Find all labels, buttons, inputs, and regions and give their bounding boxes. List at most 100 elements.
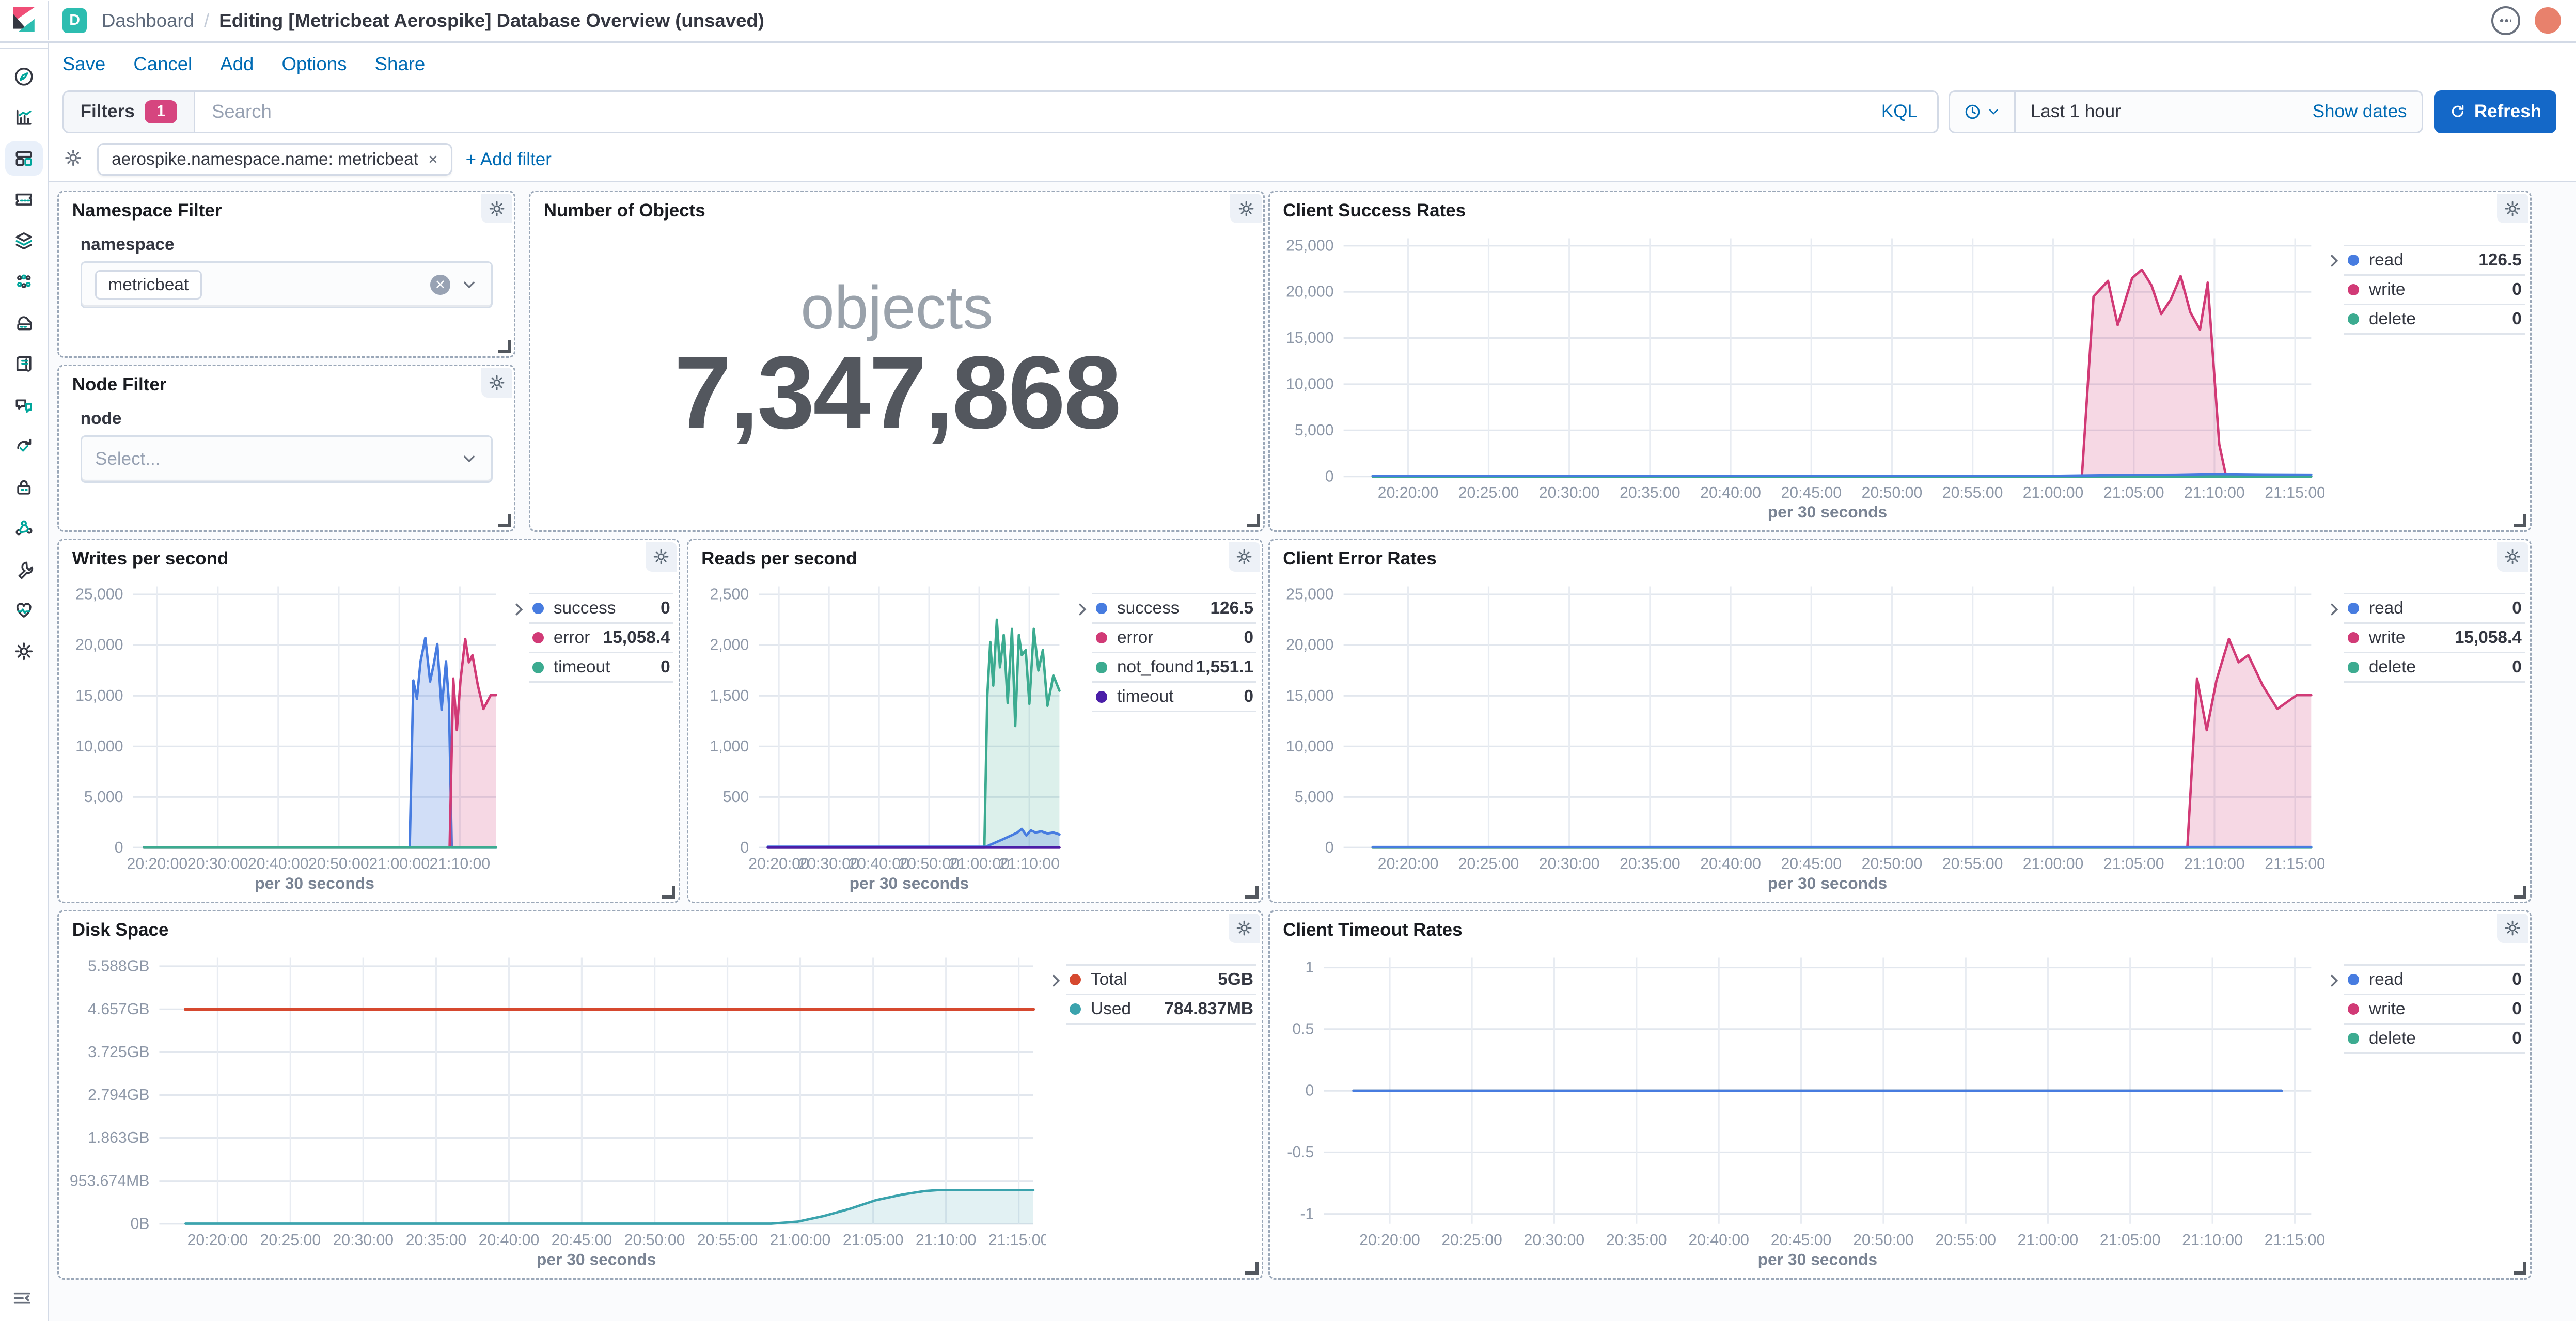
sidebar-item-stack-monitoring[interactable]: [0, 590, 48, 631]
legend-item-write[interactable]: write 0: [2344, 274, 2525, 304]
remove-filter-icon[interactable]: ×: [428, 150, 438, 169]
legend-item-read[interactable]: read 126.5: [2344, 244, 2525, 274]
space-avatar[interactable]: D: [62, 8, 87, 33]
legend-item-delete[interactable]: delete 0: [2344, 652, 2525, 683]
legend-collapse-icon[interactable]: [2324, 971, 2344, 990]
legend-item-delete[interactable]: delete 0: [2344, 1023, 2525, 1055]
sidebar-item-siem[interactable]: [0, 466, 48, 508]
panel-resize-handle[interactable]: [662, 885, 676, 899]
panel-resize-handle[interactable]: [2514, 885, 2527, 899]
sidebar-item-graph[interactable]: [0, 508, 48, 549]
panel-gear-icon[interactable]: [1229, 542, 1260, 572]
panel-resize-handle[interactable]: [1245, 885, 1259, 899]
panel-title[interactable]: Reads per second: [701, 548, 857, 569]
legend-item-Used[interactable]: Used 784.837MB: [1066, 994, 1257, 1025]
menu-item-share[interactable]: Share: [374, 53, 426, 75]
legend-collapse-icon[interactable]: [1073, 600, 1092, 619]
legend-item-error[interactable]: error 0: [1092, 622, 1257, 652]
disk-space-chart[interactable]: 0B 953.674MB 1.863GB 2.794GB 3.725GB 4.657GB 5…: [64, 945, 1046, 1273]
legend-item-read[interactable]: read 0: [2344, 964, 2525, 994]
legend-value: 126.5: [2478, 250, 2522, 270]
legend-item-timeout[interactable]: timeout 0: [1092, 681, 1257, 713]
help-icon[interactable]: [2491, 6, 2520, 35]
panel-resize-handle[interactable]: [2514, 514, 2527, 527]
legend-item-not_found[interactable]: not_found 1,551.1: [1092, 652, 1257, 681]
legend-item-success[interactable]: success 126.5: [1092, 593, 1257, 622]
filter-options-gear-icon[interactable]: [62, 144, 84, 175]
panel-resize-handle[interactable]: [1245, 1262, 1259, 1275]
show-dates-button[interactable]: Show dates: [2312, 101, 2407, 122]
panel-gear-icon[interactable]: [646, 542, 677, 572]
sidebar-item-visualize[interactable]: [0, 97, 48, 138]
client-timeout-rates-chart[interactable]: -1 -0.5 0 0.5 1 20:20:00 20:25:00 20:30:00 20:35…: [1275, 945, 2324, 1273]
panel-title[interactable]: Client Timeout Rates: [1283, 920, 1463, 940]
panel-title[interactable]: Client Error Rates: [1283, 548, 1437, 569]
panel-gear-icon[interactable]: [2497, 194, 2528, 224]
panel-resize-handle[interactable]: [1247, 514, 1260, 527]
filters-button[interactable]: Filters 1: [64, 91, 196, 132]
sidebar-item-dashboard[interactable]: [0, 138, 48, 179]
legend-item-timeout[interactable]: timeout 0: [529, 652, 674, 683]
panel-title[interactable]: Writes per second: [72, 548, 229, 569]
node-select[interactable]: Select...: [80, 435, 493, 483]
collapse-sidebar-icon[interactable]: [10, 1285, 38, 1308]
filter-pill[interactable]: aerospike.namespace.name: metricbeat ×: [97, 143, 453, 176]
panel-gear-icon[interactable]: [1229, 913, 1260, 943]
add-filter-button[interactable]: + Add filter: [465, 149, 552, 169]
panel-gear-icon[interactable]: [2497, 913, 2528, 943]
panel-title[interactable]: Disk Space: [72, 920, 169, 940]
sidebar-item-canvas[interactable]: [0, 179, 48, 221]
sidebar-item-metrics[interactable]: [0, 302, 48, 343]
panel-gear-icon[interactable]: [481, 194, 513, 224]
sidebar-item-discover[interactable]: [0, 56, 48, 97]
panel-title[interactable]: Number of Objects: [543, 200, 705, 221]
legend-collapse-icon[interactable]: [1046, 971, 1066, 990]
panel-gear-icon[interactable]: [481, 368, 513, 398]
time-picker-quick-menu[interactable]: [1950, 91, 2016, 132]
namespace-combobox[interactable]: metricbeat ✕: [80, 261, 493, 309]
legend-item-success[interactable]: success 0: [529, 593, 674, 622]
legend-item-write[interactable]: write 0: [2344, 994, 2525, 1023]
sidebar-item-uptime[interactable]: [0, 426, 48, 467]
panel-gear-icon[interactable]: [1230, 194, 1262, 224]
panel-title[interactable]: Namespace Filter: [72, 200, 222, 221]
selected-token[interactable]: metricbeat: [95, 270, 202, 300]
legend-item-read[interactable]: read 0: [2344, 593, 2525, 622]
breadcrumb-dashboard[interactable]: Dashboard: [102, 9, 194, 31]
panel-resize-handle[interactable]: [498, 340, 511, 353]
panel-gear-icon[interactable]: [2497, 542, 2528, 572]
menu-item-save[interactable]: Save: [62, 53, 106, 75]
legend-collapse-icon[interactable]: [2324, 251, 2344, 271]
chevron-down-icon: [463, 455, 475, 463]
search-input[interactable]: [195, 91, 1862, 132]
panel-title[interactable]: Client Success Rates: [1283, 200, 1466, 221]
sidebar-item-management[interactable]: [0, 631, 48, 672]
panel-title[interactable]: Node Filter: [72, 374, 167, 395]
user-avatar[interactable]: [2535, 7, 2562, 34]
legend-item-write[interactable]: write 15,058.4: [2344, 622, 2525, 652]
client-success-rates-chart[interactable]: 0 5,000 10,000 15,000 20,000 25,000 20:20:00 20…: [1275, 225, 2324, 526]
legend-item-error[interactable]: error 15,058.4: [529, 622, 674, 652]
kql-toggle[interactable]: KQL: [1881, 101, 1918, 122]
menu-item-cancel[interactable]: Cancel: [133, 53, 193, 75]
client-error-rates-chart[interactable]: 0 5,000 10,000 15,000 20,000 25,000 20:20:00 20…: [1275, 573, 2324, 897]
kibana-logo-icon[interactable]: [0, 1, 50, 40]
refresh-button[interactable]: Refresh: [2434, 90, 2556, 133]
legend-item-Total[interactable]: Total 5GB: [1066, 964, 1257, 994]
sidebar-item-apm[interactable]: [0, 384, 48, 426]
clear-selection-icon[interactable]: ✕: [430, 275, 450, 295]
legend-collapse-icon[interactable]: [2324, 600, 2344, 619]
legend-collapse-icon[interactable]: [509, 600, 529, 619]
legend-item-delete[interactable]: delete 0: [2344, 303, 2525, 335]
panel-resize-handle[interactable]: [2514, 1262, 2527, 1275]
sidebar-item-machine-learning[interactable]: [0, 261, 48, 303]
menu-item-options[interactable]: Options: [281, 53, 347, 75]
reads-per-second-chart[interactable]: 0 500 1,000 1,500 2,000 2,500 20:20:0020:30:00…: [693, 573, 1073, 897]
panel-resize-handle[interactable]: [498, 514, 511, 527]
sidebar-item-maps[interactable]: [0, 220, 48, 261]
sidebar-item-dev-tools[interactable]: [0, 548, 48, 590]
sidebar-item-logs[interactable]: [0, 343, 48, 385]
menu-item-add[interactable]: Add: [220, 53, 254, 75]
time-range-value[interactable]: Last 1 hour: [2030, 101, 2121, 122]
